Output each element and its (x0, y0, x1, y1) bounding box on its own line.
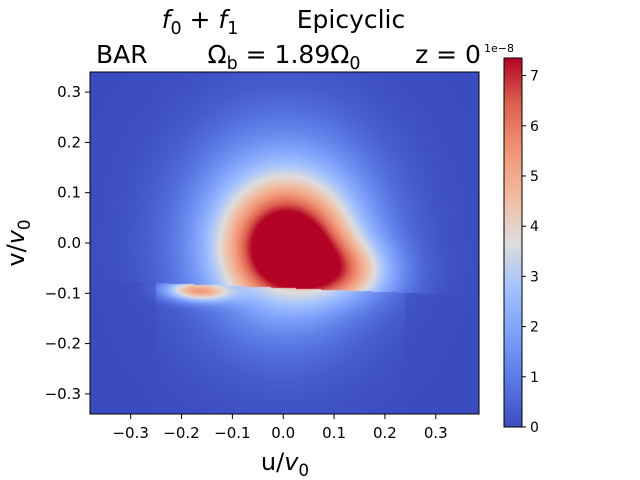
colorbar-gradient (503, 57, 523, 428)
x-tick-label: 0.2 (373, 424, 397, 442)
colorbar: 0 1 2 3 4 5 6 7 1e−8 (484, 42, 539, 436)
y-tick-label: 0.3 (57, 83, 81, 101)
x-tick-label: 0.0 (271, 424, 295, 442)
colorbar-tick-label: 5 (530, 169, 539, 185)
y-tick-label: 0.1 (57, 184, 81, 202)
y-tick-label: −0.3 (45, 385, 81, 403)
title-pattern-speed: Ωb​ = 1.89Ω0​ (208, 40, 361, 74)
x-tick-label: 0.1 (322, 424, 346, 442)
colorbar-tick-label: 0 (530, 420, 539, 436)
colorbar-tick-label: 2 (530, 320, 539, 336)
colorbar-tick-label: 7 (530, 69, 539, 85)
colorbar-ticks: 0 1 2 3 4 5 6 7 (522, 69, 539, 436)
y-tick-label: −0.1 (45, 284, 81, 302)
colorbar-tick-label: 4 (530, 219, 539, 235)
colorbar-tick-label: 3 (530, 269, 539, 285)
colorbar-offset-label: 1e−8 (484, 42, 514, 55)
colorbar-tick-label: 6 (530, 119, 539, 135)
y-axis-ticks: 0.3 0.2 0.1 0.0 −0.1 −0.2 −0.3 (45, 83, 90, 403)
x-axis-ticks: −0.3 −0.2 −0.1 0.0 0.1 0.2 0.3 (112, 414, 448, 442)
y-axis-label: v/v0​ (2, 219, 34, 266)
heatmap-image (90, 72, 479, 414)
x-axis-label: u/v0​ (261, 448, 309, 480)
title-model: BAR (96, 40, 148, 69)
x-tick-label: 0.3 (424, 424, 448, 442)
x-tick-label: −0.2 (163, 424, 199, 442)
heatmap-plot (89, 71, 480, 415)
title-method: Epicyclic (297, 5, 406, 34)
y-tick-label: 0.2 (57, 133, 81, 151)
y-tick-label: 0.0 (57, 234, 81, 252)
title-height: z = 0 (415, 40, 481, 69)
title-distribution: f0​ + f1​ (162, 5, 239, 39)
colorbar-tick-label: 1 (530, 370, 539, 386)
x-tick-label: −0.3 (112, 424, 148, 442)
x-tick-label: −0.1 (214, 424, 250, 442)
y-tick-label: −0.2 (45, 335, 81, 353)
